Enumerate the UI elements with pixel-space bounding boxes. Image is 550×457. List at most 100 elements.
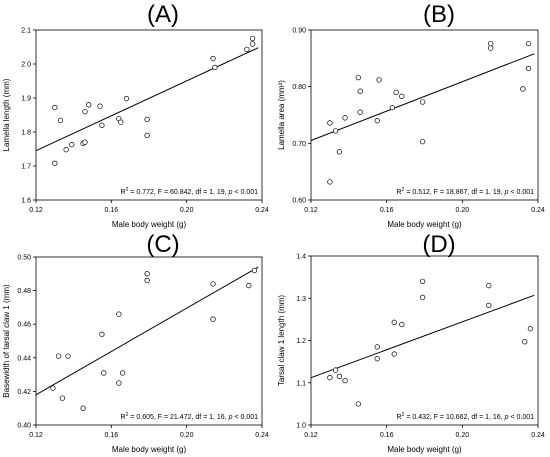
panel-b: (B) 0.12 0.16 0.20 0.24 0.60 0.70 0.80 0.90 Male …: [277, 1, 545, 229]
data-point: [210, 55, 216, 62]
data-point: [86, 102, 92, 108]
y-tick-label: 2.0: [21, 62, 31, 69]
data-point: [389, 104, 395, 111]
data-point: [342, 115, 348, 121]
data-point: [419, 99, 426, 105]
data-point: [144, 271, 150, 277]
y-tick-label: 1.1: [296, 380, 306, 387]
data-point: [210, 316, 216, 322]
stats-text: < 0.001: [509, 414, 535, 421]
data-point: [355, 401, 361, 407]
data-point: [327, 375, 333, 381]
data-point: [336, 149, 343, 155]
panel-label: (B): [423, 1, 455, 28]
x-tick-label: 0.24: [531, 432, 545, 439]
data-point: [101, 370, 107, 376]
y-tick-label: 0.60: [292, 198, 306, 205]
data-point: [488, 45, 494, 51]
stats-text: = 0.605, F = 21.472, df = 1, 16,: [128, 414, 228, 421]
stats-superscript: 2: [402, 412, 405, 418]
data-point: [144, 132, 150, 139]
stats-text: p: [228, 414, 233, 421]
y-axis-label: Lamella length (mm): [2, 78, 11, 151]
data-point: [80, 405, 86, 411]
data-point: [246, 282, 252, 289]
data-point: [63, 147, 69, 153]
data-point: [210, 281, 216, 287]
y-axis-label: Lamella area (mm²): [277, 80, 286, 150]
x-tick-label: 0.16: [105, 207, 119, 214]
data-point: [486, 302, 492, 309]
data-point: [419, 294, 426, 301]
x-tick-label: 0.24: [531, 207, 545, 214]
data-point: [488, 40, 494, 47]
x-tick-label: 0.24: [255, 207, 269, 214]
stats-text: < 0.001: [509, 189, 535, 196]
data-point: [99, 331, 105, 337]
data-point: [123, 96, 130, 102]
panel-c: (C) 0.12 0.16 0.20 0.24 0.40 0.42 0.44 0.46 0.48 0…: [2, 231, 269, 454]
y-tick-label: 0.50: [17, 255, 31, 262]
stats-annotation: R2 = 0.512, F = 18.867, df = 1, 19, p < …: [397, 187, 535, 196]
y-tick-label: 1.3: [296, 296, 306, 303]
data-point: [55, 353, 62, 359]
data-point: [249, 35, 256, 42]
data-point: [57, 117, 64, 124]
y-tick-label: 1.0: [296, 423, 306, 430]
data-point: [99, 122, 105, 128]
data-point: [249, 41, 256, 47]
x-axis-label: Male body weight (g): [387, 445, 462, 454]
plot-frame: [310, 29, 539, 201]
y-tick-label: 0.40: [17, 423, 31, 430]
data-point: [65, 353, 71, 359]
data-point: [144, 116, 150, 123]
data-point: [69, 141, 75, 148]
x-axis-label: Male body weight (g): [112, 445, 187, 454]
data-point: [52, 160, 58, 166]
regression-line: [35, 47, 259, 152]
plot-frame: [35, 29, 263, 201]
stats-text: p: [504, 414, 509, 421]
y-tick-label: 1.4: [296, 254, 306, 261]
data-point: [327, 179, 333, 185]
stats-superscript: 2: [126, 412, 129, 418]
stats-text: p: [228, 189, 233, 196]
x-tick-label: 0.12: [29, 432, 43, 439]
stats-text: < 0.001: [233, 189, 259, 196]
data-point: [332, 128, 339, 134]
data-point: [393, 89, 399, 95]
regression-line: [35, 266, 259, 396]
x-tick-label: 0.20: [456, 432, 470, 439]
x-tick-label: 0.12: [304, 432, 318, 439]
x-tick-label: 0.16: [105, 432, 119, 439]
x-axis-label: Male body weight (g): [112, 220, 187, 229]
data-point: [399, 321, 405, 328]
data-point: [144, 277, 150, 284]
stats-text: R: [397, 414, 402, 421]
data-point: [82, 108, 88, 115]
y-tick-label: 2.1: [21, 28, 31, 35]
stats-text: = 0.512, F = 18.867, df = 1, 19,: [404, 189, 504, 196]
stats-text: = 0.432, F = 10.662, df = 1, 16,: [404, 414, 504, 421]
data-point: [357, 109, 363, 115]
y-tick-label: 0.46: [17, 322, 31, 329]
y-axis-label: Tarsal claw 1 length (mm): [277, 295, 286, 386]
y-tick-label: 1.6: [21, 198, 31, 205]
panel-a: (A) 0.12 0.16 0.20 0.24 1.6 1.7 1.8 1.9 2.0 2.1 Mal…: [2, 1, 269, 229]
y-tick-label: 1.9: [21, 96, 31, 103]
data-point: [116, 311, 122, 317]
y-tick-label: 0.70: [292, 141, 306, 148]
panel-label: (A): [147, 1, 179, 28]
regression-line: [310, 294, 535, 379]
data-point: [327, 120, 333, 126]
data-point: [332, 367, 339, 373]
stats-text: R: [121, 414, 126, 421]
data-point: [244, 46, 250, 53]
data-point: [376, 77, 382, 83]
x-axis-label: Male body weight (g): [387, 220, 462, 229]
y-tick-label: 1.8: [21, 130, 31, 137]
x-tick-label: 0.16: [380, 432, 394, 439]
data-point: [336, 373, 343, 380]
data-point: [525, 65, 532, 72]
